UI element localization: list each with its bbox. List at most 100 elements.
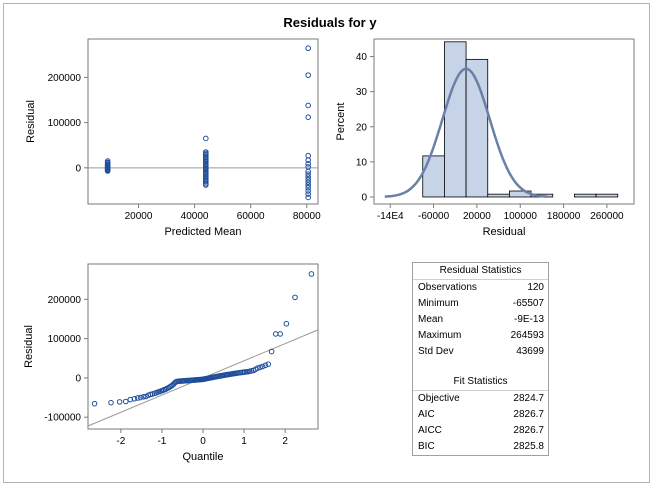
stat-row: Std Dev 43699	[413, 344, 548, 360]
data-point	[122, 398, 129, 405]
data-point	[91, 400, 98, 407]
stat-row: Observations 120	[413, 280, 548, 296]
data-point	[305, 157, 311, 163]
data-point	[104, 159, 111, 166]
stat-value: 264593	[510, 330, 544, 341]
data-point	[305, 194, 311, 201]
stat-row: Maximum 264593	[413, 328, 548, 344]
residual-qq-plot: -2 -1 0 1 2 -100000 0 100000 200000 Quantile Resid…	[23, 263, 319, 463]
stat-row: AICC 2826.7	[413, 423, 548, 439]
normal-density-curve	[384, 67, 548, 198]
data-point	[268, 348, 275, 355]
stat-row: Minimum -65507	[413, 296, 548, 312]
y-tick-label: 0	[361, 192, 367, 203]
y-axis-label: Percent	[335, 103, 347, 141]
data-point	[134, 395, 141, 401]
data-point	[262, 362, 269, 369]
data-point	[203, 179, 209, 185]
y-tick-label: 0	[75, 163, 81, 174]
data-point	[305, 188, 311, 194]
x-tick-label: 260000	[590, 211, 624, 222]
residual-statistics-rows: Observations 120 Minimum -65507 Mean -9E-13 Ma…	[413, 280, 548, 360]
data-point	[116, 399, 123, 405]
stat-value: 2826.7	[513, 409, 544, 420]
y-tick-label: 100000	[48, 118, 82, 129]
x-axis-label: Quantile	[183, 451, 224, 463]
output-frame	[3, 3, 650, 483]
x-tick-label: 0	[200, 436, 206, 447]
plot-frame	[373, 38, 635, 205]
data-point	[305, 72, 311, 78]
data-point	[305, 179, 311, 186]
x-tick-label: 20000	[125, 211, 153, 222]
stat-label: Objective	[418, 393, 460, 404]
data-point	[305, 45, 311, 52]
stat-label: Maximum	[418, 330, 462, 341]
stat-label: Observations	[418, 282, 477, 293]
spacer	[413, 360, 548, 374]
fit-statistics-heading: Fit Statistics	[453, 376, 508, 387]
x-tick-label: 180000	[547, 211, 581, 222]
panel-title: Residuals for y	[283, 15, 377, 30]
stat-value: 2825.8	[513, 441, 544, 452]
data-point	[305, 174, 311, 180]
stat-label: AICC	[418, 425, 442, 436]
stats-table: Residual Statistics Observations 120 Minim…	[412, 262, 549, 456]
x-tick-label: 80000	[293, 211, 321, 222]
data-point	[305, 114, 311, 121]
data-point	[203, 182, 209, 188]
stat-label: Mean	[418, 314, 444, 325]
data-point	[305, 182, 311, 188]
data-point	[104, 165, 111, 172]
data-point	[305, 168, 311, 175]
x-tick-label: -60000	[418, 211, 450, 222]
stat-value: 120	[527, 282, 544, 293]
data-point	[257, 364, 263, 371]
histogram-bar	[574, 193, 597, 198]
data-point	[305, 171, 311, 177]
stat-label: BIC	[418, 441, 435, 452]
x-axis-label: Residual	[483, 226, 526, 238]
data-point	[137, 394, 144, 401]
histogram-bar	[487, 193, 510, 198]
x-axis-label: Predicted Mean	[164, 226, 241, 238]
histogram-bar	[595, 193, 619, 198]
stat-value: -65507	[512, 298, 544, 309]
divider	[413, 279, 548, 280]
stat-value: 2824.7	[513, 393, 544, 404]
plot-frame	[87, 38, 319, 205]
stat-label: AIC	[418, 409, 435, 420]
residual-statistics-heading: Residual Statistics	[439, 265, 522, 276]
x-tick-label: -14E4	[377, 211, 404, 222]
data-point	[283, 320, 290, 327]
stat-value: -9E-13	[513, 314, 544, 325]
y-axis-label: Residual	[23, 325, 35, 368]
data-point	[277, 331, 284, 337]
x-tick-label: 60000	[237, 211, 265, 222]
stat-value: 2826.7	[513, 425, 544, 436]
stat-label: Std Dev	[418, 346, 454, 357]
x-tick-label: 20000	[463, 211, 491, 222]
stat-row: BIC 2825.8	[413, 439, 548, 455]
data-point	[131, 395, 138, 402]
histogram-bar	[444, 41, 467, 198]
stat-label: Minimum	[418, 298, 459, 309]
data-point	[104, 162, 111, 168]
y-tick-label: 30	[356, 87, 368, 98]
data-point	[259, 363, 266, 370]
y-tick-label: 200000	[48, 295, 82, 306]
data-point	[305, 152, 311, 159]
stat-row: Objective 2824.7	[413, 391, 548, 407]
data-point	[305, 176, 311, 183]
data-point	[305, 191, 311, 197]
data-point	[203, 135, 209, 142]
histogram-bar	[422, 155, 445, 198]
data-point	[265, 361, 272, 367]
data-point	[104, 167, 111, 174]
x-tick-label: 1	[241, 436, 247, 447]
x-tick-label: -1	[157, 436, 166, 447]
divider	[413, 390, 548, 391]
residual-vs-predicted-plot: 20000 40000 60000 80000 0 100000 200000 Predict…	[25, 38, 321, 238]
stat-value: 43699	[516, 346, 544, 357]
